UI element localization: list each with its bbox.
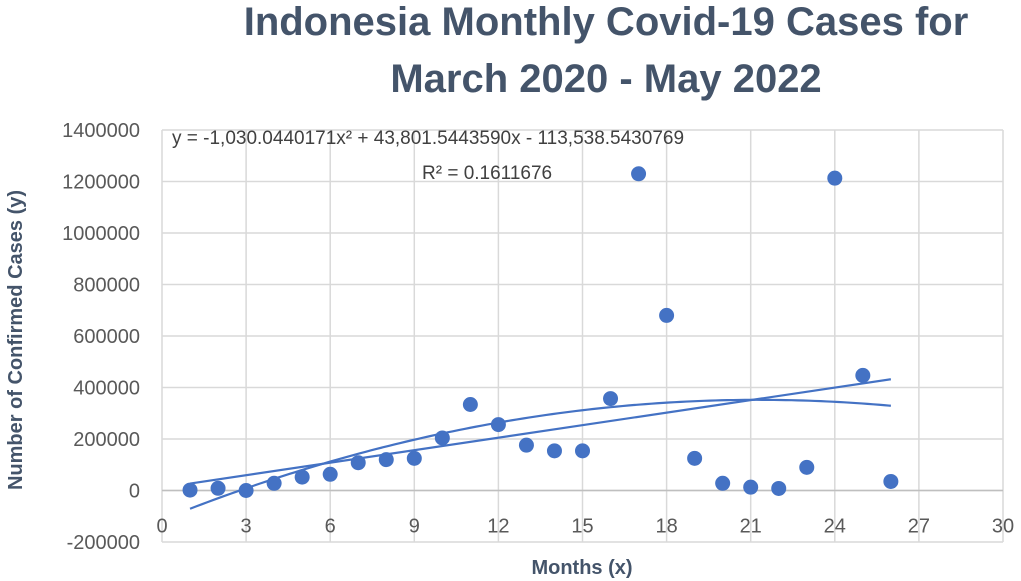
data-point-22 [771,480,787,496]
y-tick-label: 1400000 [62,120,140,142]
x-tick-label: 6 [325,516,336,538]
y-tick-label: 0 [129,481,140,503]
data-point-6 [322,466,338,482]
data-point-3 [238,483,254,498]
data-points [182,166,899,498]
data-point-23 [799,459,815,475]
data-point-21 [743,479,759,495]
y-axis-title: Number of Confirmed Cases (y) [5,190,27,490]
polynomial-trendline [189,398,891,510]
data-point-20 [715,475,731,491]
x-axis-title: Months (x) [531,557,632,579]
r-squared-label: R² = 0.1611676 [422,163,552,184]
data-point-16 [603,391,619,407]
y-tick-label: 600000 [73,326,140,348]
data-point-2 [210,480,226,496]
x-tick-label: 0 [156,516,167,538]
x-tick-label: 18 [655,516,677,538]
data-point-25 [855,367,871,383]
y-tick-label: 200000 [73,429,140,451]
y-tick-label: 800000 [73,275,140,297]
y-tick-label: 400000 [73,378,140,400]
x-tick-label: 3 [241,516,252,538]
data-point-14 [546,443,562,459]
data-point-9 [406,450,422,466]
data-point-5 [294,469,310,485]
x-tick-label: 15 [571,516,593,538]
x-tick-label: 30 [992,516,1014,538]
x-tick-label: 27 [908,516,930,538]
x-tick-label: 21 [740,516,762,538]
data-point-18 [659,307,675,323]
data-point-17 [631,166,647,182]
tick-labels: -200000 0 200000 400000 600000 800000 1000000 1… [62,120,1014,554]
data-point-13 [518,437,534,453]
data-point-7 [350,455,366,471]
data-point-26 [883,473,899,489]
linear-trendline [189,378,892,485]
data-point-11 [462,396,478,412]
x-tick-label: 9 [409,516,420,538]
y-tick-label: 1000000 [62,223,140,245]
x-tick-label: 12 [487,516,509,538]
data-point-1 [182,482,198,498]
y-tick-label: -200000 [67,532,140,554]
data-point-10 [434,430,450,446]
trendlines [189,378,892,510]
y-tick-label: 1200000 [62,172,140,194]
data-point-19 [687,450,703,466]
data-point-12 [490,417,506,433]
data-point-24 [827,170,843,186]
x-tick-label: 24 [824,516,846,538]
data-point-15 [575,443,590,459]
gridlines [161,129,1004,543]
trendline-equation: y = -1,030.0440171x² + 43,801.5443590x -… [172,128,684,149]
chart-title-line-2: March 2020 - May 2022 [390,57,821,101]
data-point-8 [378,452,394,468]
data-point-4 [266,475,282,491]
chart-title-line-1: Indonesia Monthly Covid-19 Cases for [244,0,969,44]
